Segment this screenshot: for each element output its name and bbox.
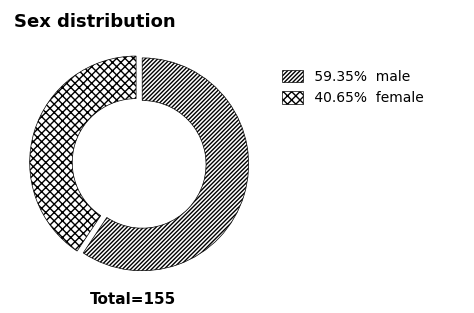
Legend:  59.35%  male,  40.65%  female: 59.35% male, 40.65% female: [282, 69, 423, 105]
Text: Total=155: Total=155: [90, 292, 176, 307]
Text: Sex distribution: Sex distribution: [14, 13, 176, 31]
Wedge shape: [30, 56, 136, 251]
Wedge shape: [83, 58, 249, 271]
